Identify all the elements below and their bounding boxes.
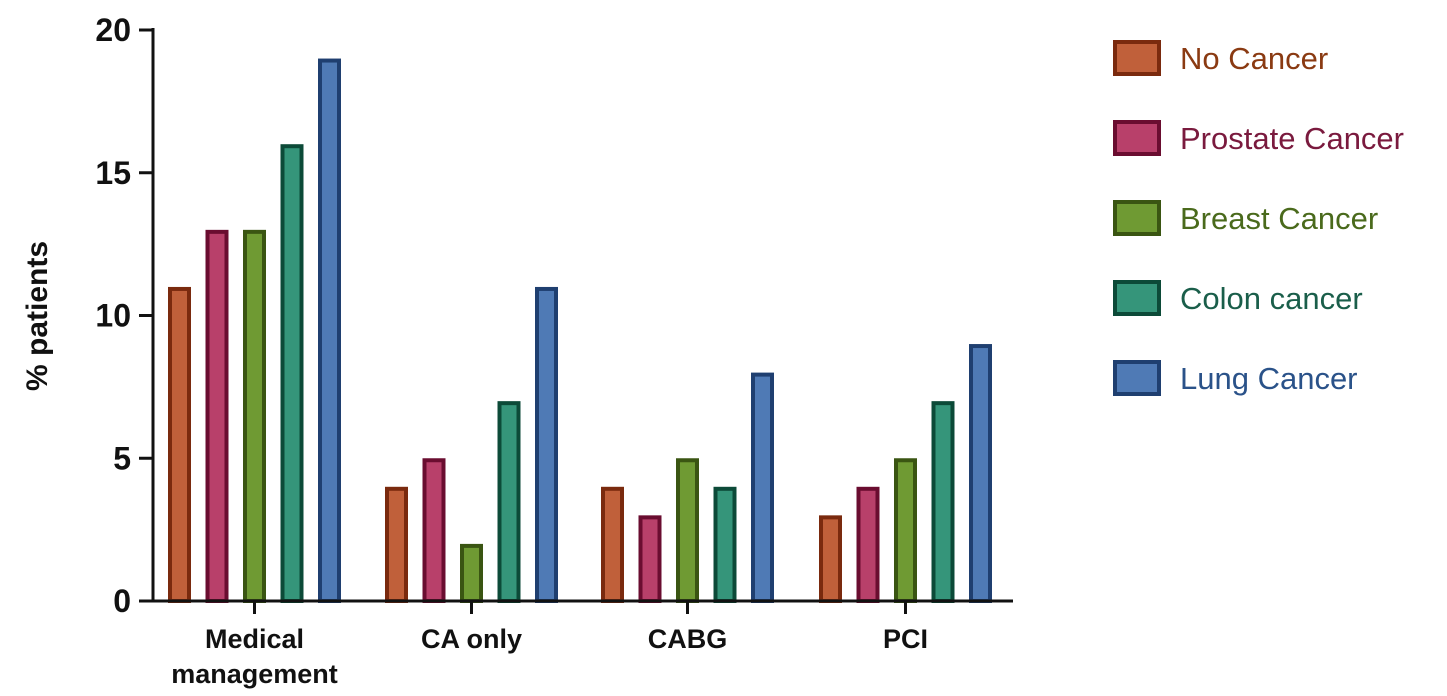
legend-swatch-prostate-cancer — [1113, 120, 1161, 156]
y-tick-label-15: 15 — [95, 155, 131, 191]
bar-lung-cancer-1 — [535, 286, 558, 603]
bar-colon-cancer-1 — [497, 401, 521, 603]
bar-colon-cancer-0 — [280, 144, 304, 603]
bar-no-cancer-2 — [601, 486, 624, 603]
bar-colon-cancer-3 — [931, 401, 955, 603]
category-label-2: CABG — [648, 624, 728, 654]
category-label-3: PCI — [883, 624, 928, 654]
bar-no-cancer-1 — [385, 486, 408, 603]
bar-breast-cancer-2 — [676, 458, 699, 603]
y-tick-label-10: 10 — [95, 298, 131, 334]
bar-breast-cancer-0 — [243, 229, 266, 603]
bar-prostate-cancer-1 — [422, 458, 446, 603]
bar-prostate-cancer-3 — [856, 486, 880, 603]
y-tick-label-20: 20 — [95, 12, 131, 48]
legend-label-colon-cancer: Colon cancer — [1180, 281, 1363, 316]
legend-swatch-no-cancer — [1113, 40, 1161, 76]
y-tick-label-5: 5 — [113, 440, 131, 476]
y-axis-title: % patients — [21, 241, 54, 391]
legend-label-prostate-cancer: Prostate Cancer — [1180, 121, 1404, 156]
legend-swatch-breast-cancer — [1113, 200, 1161, 236]
bar-no-cancer-0 — [168, 286, 191, 603]
legend-label-breast-cancer: Breast Cancer — [1180, 201, 1378, 236]
category-label-0: Medical management — [171, 624, 338, 689]
bar-lung-cancer-2 — [751, 372, 774, 603]
legend-swatch-colon-cancer — [1113, 280, 1161, 316]
category-label-1: CA only — [421, 624, 522, 654]
bar-prostate-cancer-0 — [205, 229, 229, 603]
bar-breast-cancer-3 — [894, 458, 917, 603]
bar-lung-cancer-3 — [969, 344, 992, 603]
bar-colon-cancer-2 — [713, 486, 737, 603]
bar-breast-cancer-1 — [460, 543, 483, 604]
legend-swatch-lung-cancer — [1113, 360, 1161, 396]
y-tick-label-0: 0 — [113, 583, 131, 619]
legend-label-lung-cancer: Lung Cancer — [1180, 361, 1358, 396]
bar-no-cancer-3 — [819, 515, 842, 603]
bar-prostate-cancer-2 — [638, 515, 662, 603]
bar-lung-cancer-0 — [318, 58, 341, 604]
legend-label-no-cancer: No Cancer — [1180, 41, 1328, 76]
